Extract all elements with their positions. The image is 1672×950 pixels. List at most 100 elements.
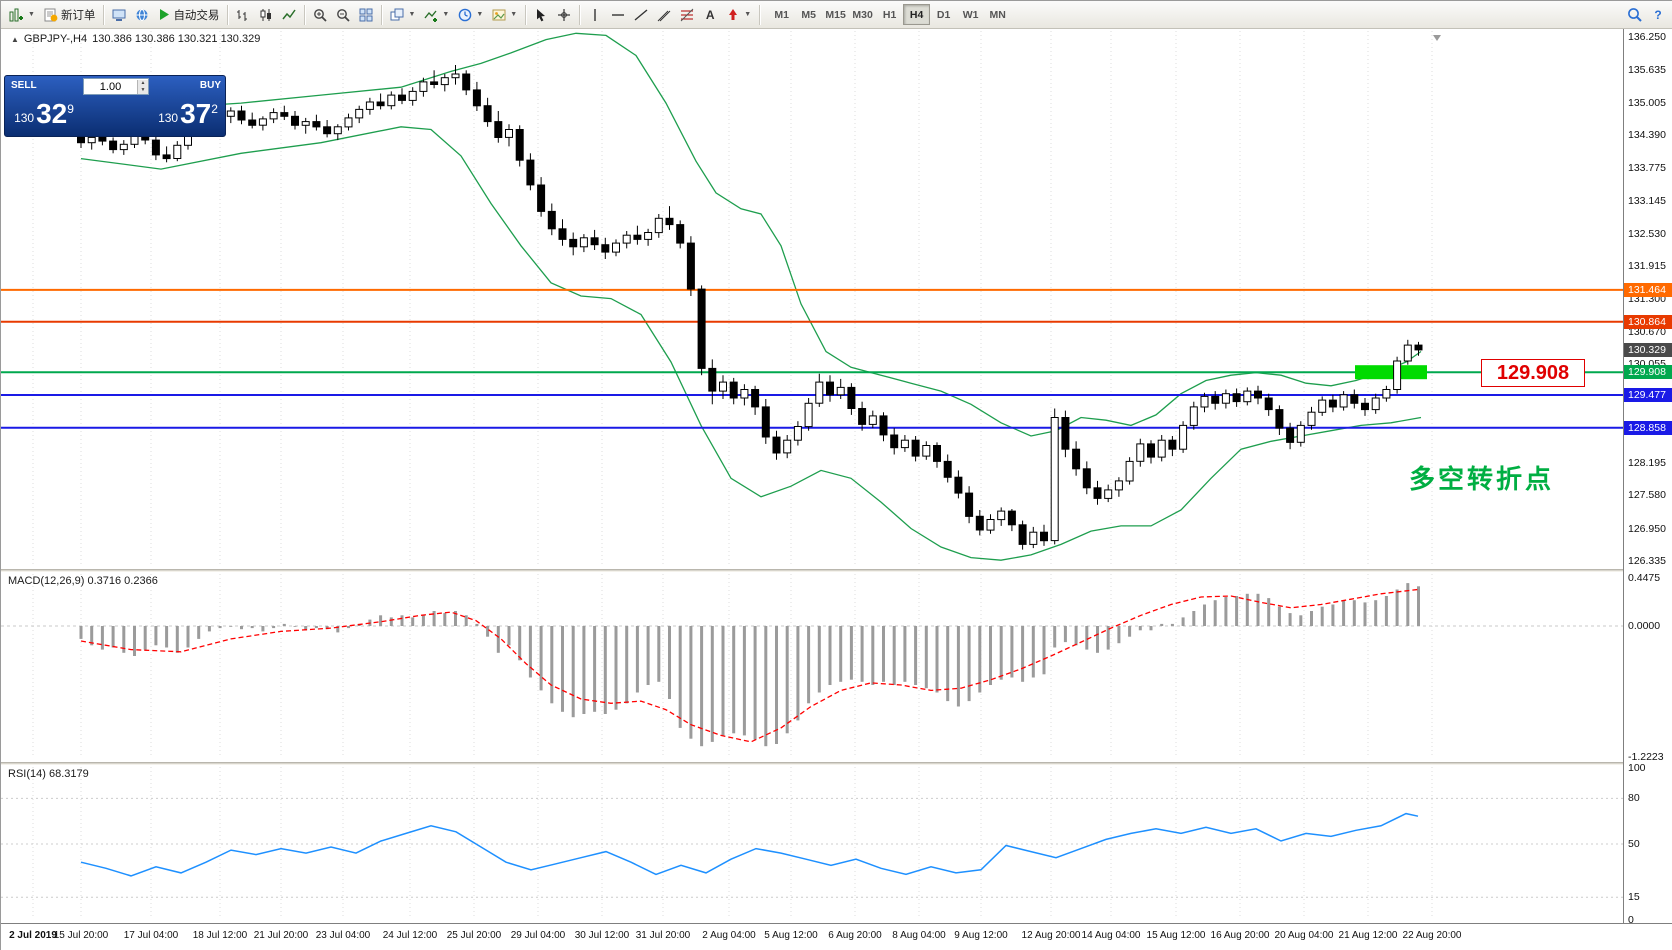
axis-tick-label: 131.915 [1628,260,1666,273]
fibonacci-tool[interactable] [676,4,698,26]
time-label: 31 Jul 20:00 [635,930,691,941]
timeframe-button-M1[interactable]: M1 [774,8,789,21]
sell-price-head: 130 [14,111,35,125]
panel-splitter[interactable] [1,762,1672,765]
time-label: 2 Jul 2019 [9,930,57,941]
cursor-button[interactable] [530,4,552,26]
sell-price-big: 32 [36,98,68,129]
axis-tick-label: 130.670 [1628,325,1666,338]
time-axis[interactable]: 2 Jul 2019 15 Jul 20:00 17 Jul 04:00 18 Jul… [1,923,1672,950]
ohlc-values: 130.386 130.386 130.321 130.329 [92,33,261,45]
toolbar-separator [381,4,383,25]
text-tool[interactable]: A [699,4,721,26]
toolbar-separator [103,4,105,25]
axis-tick-label: 0.4475 [1628,571,1661,584]
time-label: 14 Aug 04:00 [1081,930,1141,941]
macd-panel: MACD(12,26,9) 0.3716 0.2366 [1,572,1623,762]
axis-tick-label: 135.635 [1628,63,1666,76]
search-button[interactable] [1623,4,1646,26]
main-chart-panel: ▲ GBPJPY-,H4 130.386 130.386 130.321 130… [1,29,1623,569]
line-chart-button[interactable] [278,4,300,26]
horizontal-line-tool[interactable] [607,4,629,26]
play-icon [158,8,170,21]
crosshair-icon [557,8,571,22]
new-order-button[interactable]: 新订单 [40,4,100,26]
timeframe-button-H4[interactable]: H4 [903,4,931,25]
time-label: 9 Aug 12:00 [954,930,1008,941]
periods-button[interactable]: ▼ [454,4,487,26]
candle-chart-button[interactable] [255,4,277,26]
new-chart-button[interactable]: ▼ [5,4,39,26]
vertical-line-tool[interactable] [584,4,606,26]
toolbar-separator [304,4,306,25]
main-toolbar: ▼ 新订单 自动交易 ▼ ▼ ▼ ▼ A [1,1,1672,29]
axis-tick-label: 132.530 [1628,227,1666,240]
arrow-objects-tool[interactable]: ▼ [722,4,755,26]
symbol-ohlc-line: ▲ GBPJPY-,H4 130.386 130.386 130.321 130… [11,33,260,45]
tile-windows-icon [359,8,373,22]
templates-button[interactable]: ▼ [488,4,521,26]
price-badge: 130.329 [1624,342,1672,357]
spinner-down-icon[interactable]: ▼ [138,86,148,94]
arrange-windows-button[interactable]: ▼ [386,4,419,26]
price-badge: 131.464 [1624,282,1672,297]
pivot-price-callout: 129.908 [1481,359,1585,387]
timeframe-button-W1[interactable]: W1 [962,8,979,21]
main-chart-canvas[interactable] [1,29,1623,569]
timeframe-button-M15[interactable]: M15 [825,8,846,21]
add-indicator-icon [424,8,438,22]
volume-input[interactable]: 1.00 ▲ ▼ [83,78,149,95]
trendline-icon [634,8,648,22]
channel-tool[interactable] [653,4,675,26]
search-icon [1627,7,1642,22]
timeframe-button-D1[interactable]: D1 [936,8,951,21]
axis-tick-label: 15 [1628,891,1640,904]
community-button[interactable] [131,4,153,26]
volume-spinner[interactable]: ▲ ▼ [137,79,148,94]
chevron-down-icon: ▼ [476,11,484,18]
rsi-canvas[interactable] [1,765,1623,923]
indicators-button[interactable]: ▼ [420,4,453,26]
help-button[interactable]: ? [1647,4,1669,26]
zoom-in-button[interactable] [309,4,331,26]
time-label: 16 Aug 20:00 [1210,930,1270,941]
timeframe-button-M5[interactable]: M5 [801,8,816,21]
trendline-tool[interactable] [630,4,652,26]
zoom-out-button[interactable] [332,4,354,26]
time-label: 20 Aug 04:00 [1274,930,1334,941]
spinner-up-icon[interactable]: ▲ [138,79,148,87]
rsi-label: RSI(14) 68.3179 [8,768,89,780]
market-watch-button[interactable] [108,4,130,26]
monitor-icon [112,8,126,22]
autotrading-button[interactable]: 自动交易 [154,4,223,26]
time-label: 25 Jul 20:00 [446,930,502,941]
time-label: 21 Aug 12:00 [1338,930,1398,941]
panel-splitter[interactable] [1,569,1672,572]
axis-tick-label: 80 [1628,792,1640,805]
oct-toggle-icon[interactable]: ▲ [11,34,19,44]
timeframe-toolbar: M1 M5 M15 M30 H1 H4 D1 W1 MN [768,4,1011,25]
axis-tick-label: 133.145 [1628,195,1666,208]
time-label: 30 Jul 12:00 [574,930,630,941]
timeframe-button-H1[interactable]: H1 [882,8,897,21]
time-label: 5 Aug 12:00 [764,930,818,941]
axis-tick-label: 128.195 [1628,456,1666,469]
timeframe-button-MN[interactable]: MN [989,8,1006,21]
tile-windows-button[interactable] [355,4,377,26]
price-axis[interactable]: 136.250 135.635 135.005 134.390 133.775 133.1… [1623,29,1672,926]
bar-chart-button[interactable] [232,4,254,26]
macd-canvas[interactable] [1,572,1623,762]
timeframe-button-M30[interactable]: M30 [852,8,873,21]
crosshair-button[interactable] [553,4,575,26]
sell-label: SELL [11,80,37,91]
chevron-down-icon: ▼ [744,11,752,18]
sell-button[interactable]: 130 32 9 [5,96,83,138]
buy-button[interactable]: 130 37 2 [149,96,227,138]
volume-value[interactable]: 1.00 [99,80,122,93]
zoom-out-icon [336,8,351,22]
buy-price-sup: 2 [211,102,218,116]
chevron-down-icon: ▼ [408,11,416,18]
bar-chart-icon [236,8,250,22]
buy-price-big: 37 [180,98,212,129]
